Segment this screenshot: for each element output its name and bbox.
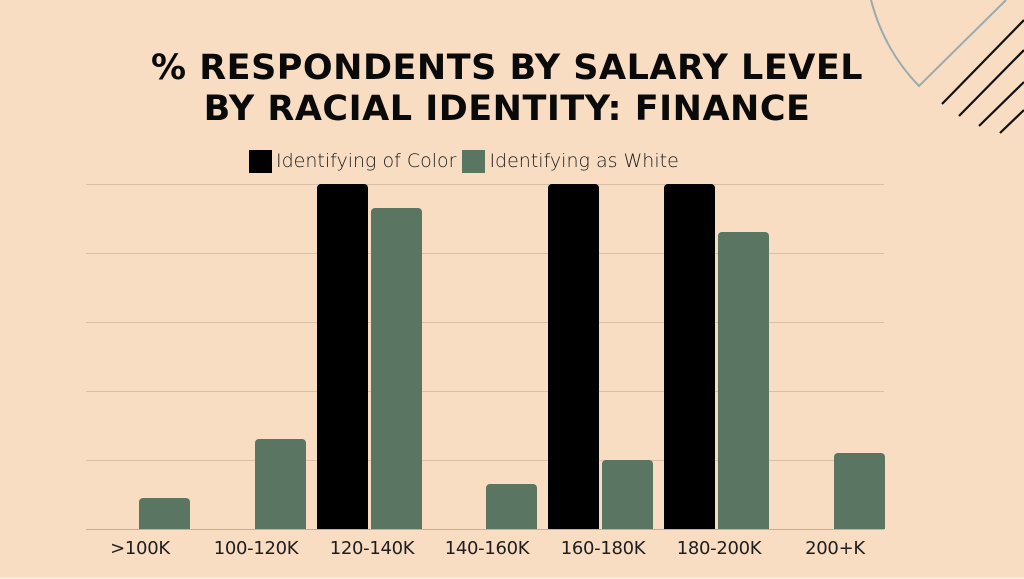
x-axis-label: 140-160K	[444, 538, 530, 559]
legend-item-color: Identifying of Color	[249, 149, 457, 173]
gridline	[86, 184, 884, 185]
x-axis-label: 120-140K	[329, 538, 415, 559]
x-axis-label: 200+K	[805, 538, 865, 559]
legend: Identifying of Color Identifying as Whit…	[249, 148, 679, 174]
x-axis-label: >100K	[110, 538, 170, 559]
chart-title-line-2: BY RACIAL IDENTITY: FINANCE	[203, 89, 811, 129]
gridline	[86, 253, 884, 254]
legend-label-color: Identifying of Color	[276, 150, 457, 172]
chart-title-line-1: % RESPONDENTS BY SALARY LEVEL	[150, 48, 864, 88]
bar-white-0	[139, 498, 190, 529]
gridline	[86, 322, 884, 323]
legend-swatch-white	[462, 149, 486, 173]
bar-white-6	[834, 453, 885, 529]
x-axis-label: 180-200K	[676, 538, 762, 559]
x-axis-label: 160-180K	[560, 538, 646, 559]
legend-label-white: Identifying as White	[489, 150, 679, 172]
bar-white-3	[486, 484, 537, 529]
bar-white-1	[255, 439, 306, 529]
x-axis-label: 100-120K	[213, 538, 299, 559]
bar-white-4	[602, 460, 653, 529]
bar-white-5	[718, 232, 769, 529]
bar-white-2	[371, 208, 422, 529]
gridline	[86, 391, 884, 392]
bar-color-4	[548, 184, 599, 529]
gridline	[86, 460, 884, 461]
legend-swatch-color	[249, 149, 272, 173]
chart-title: % RESPONDENTS BY SALARY LEVEL BY RACIAL …	[0, 48, 1014, 130]
legend-item-white: Identifying as White	[462, 149, 679, 173]
x-axis-baseline	[86, 529, 884, 530]
bottom-strip	[0, 577, 1024, 579]
bar-color-2	[317, 184, 368, 529]
bar-color-5	[664, 184, 715, 529]
